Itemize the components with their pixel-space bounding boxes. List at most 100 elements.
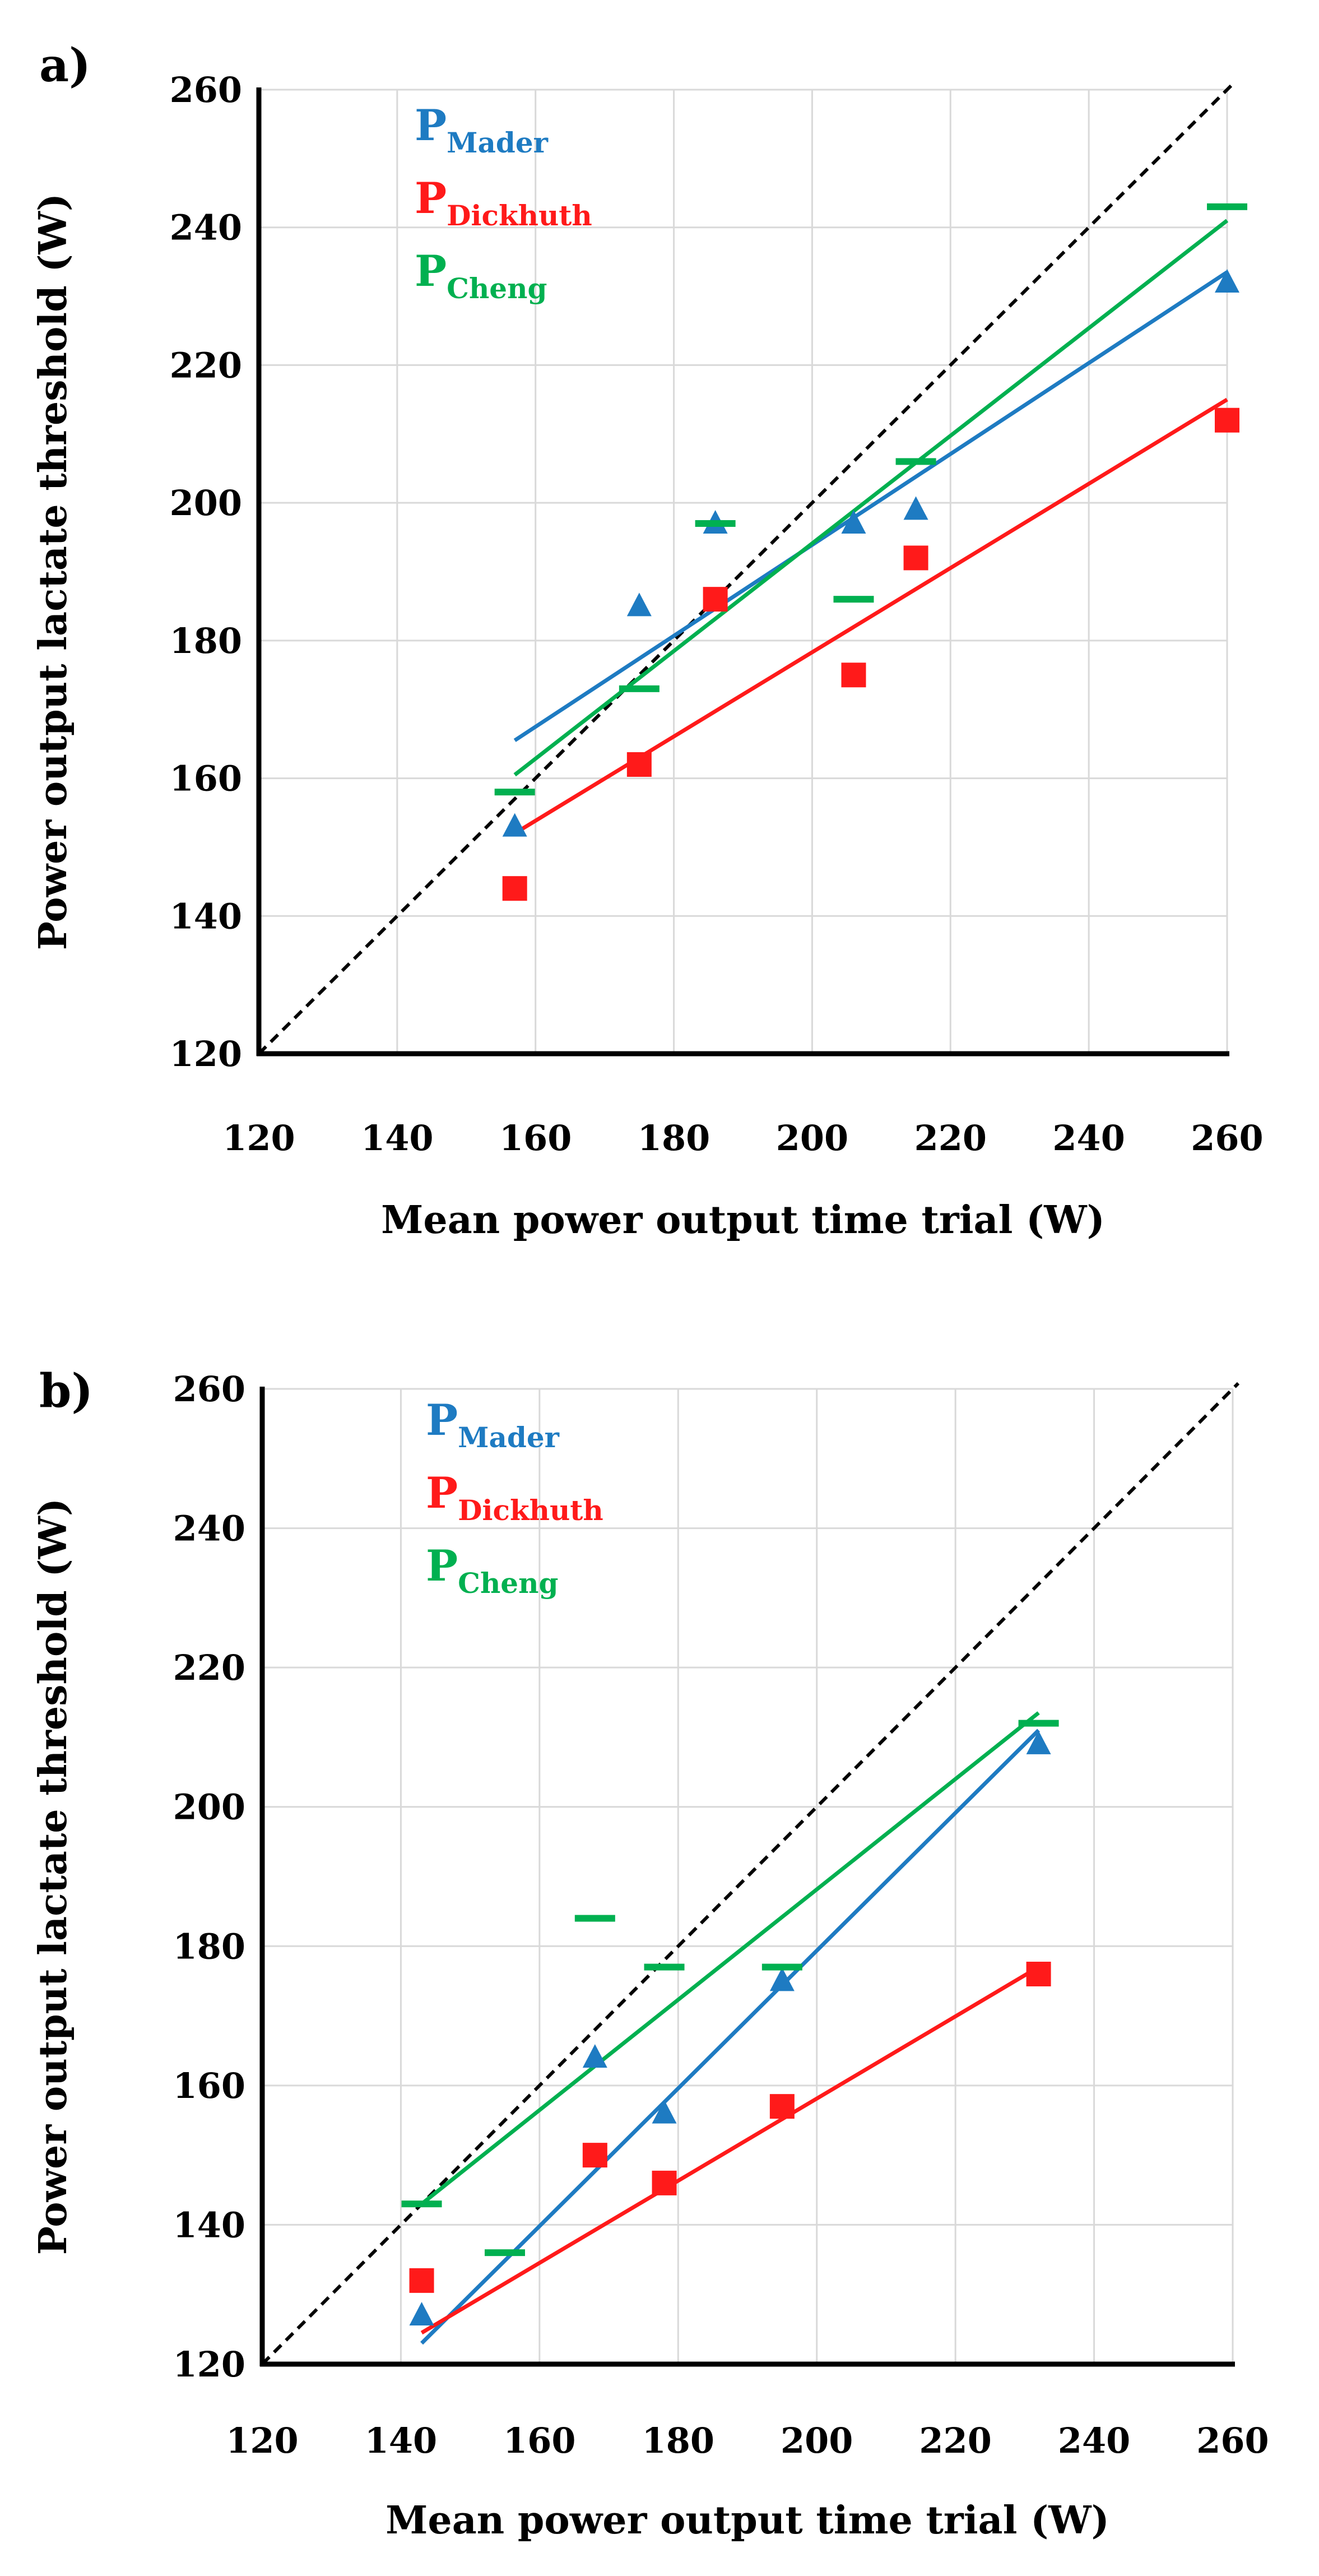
x-tick-label: 180 [642,2420,714,2461]
point-mader [502,813,527,837]
point-mader [769,1967,795,1991]
legend-symbol: P [415,100,447,150]
point-cheng [695,520,736,527]
point-dickhuth [1215,407,1239,433]
point-mader [409,2302,434,2325]
x-tick-label: 180 [638,1118,710,1159]
y-tick-label: 140 [173,2204,245,2245]
legend-entry-mader: PMader [426,1395,560,1454]
x-tick-label: 220 [914,1118,987,1159]
y-tick-label: 220 [173,1647,245,1688]
x-tick-label: 260 [1191,1118,1263,1159]
x-axis-title: Mean power output time trial (W) [386,2498,1109,2543]
y-tick-label: 220 [170,345,242,386]
point-cheng [401,2200,442,2208]
panel-label: b) [39,1364,93,1418]
point-cheng [895,458,936,465]
legend-entry-cheng: PCheng [426,1541,558,1600]
point-dickhuth [1026,1962,1051,1986]
y-tick-label: 160 [173,2065,245,2106]
point-cheng [574,1915,615,1922]
trendline-cheng [513,219,1229,777]
trendline-cheng [420,1711,1040,2206]
panel-a-chart: 120 140 160 180 200 220 240 260 120 140 160 180 200 2… [31,39,1264,1243]
y-tick-label: 160 [170,758,242,799]
trendline-mader [420,1729,1041,2345]
point-mader [582,2044,607,2068]
point-mader [841,510,866,534]
y-tick-label: 120 [173,2344,245,2385]
legend-entry-dickhuth: PDickhuth [415,173,592,232]
y-tick-label: 140 [170,896,242,937]
trendline-dickhuth [513,397,1228,835]
y-tick-label: 180 [173,1926,245,1967]
y-axis-title: Power output lactate threshold (W) [31,1498,76,2255]
legend-symbol: P [415,173,447,223]
x-tick-label: 260 [1196,2420,1269,2461]
x-tick-label: 200 [776,1118,848,1159]
y-tick-label: 180 [170,620,242,661]
legend-subscript: Cheng [458,1567,558,1600]
panel-label: a) [39,39,91,92]
legend-symbol: P [426,1468,458,1518]
x-tick-label: 120 [222,1118,295,1159]
point-mader [1215,269,1239,293]
x-tick-label: 220 [919,2420,991,2461]
y-tick-label: 260 [170,70,242,110]
point-dickhuth [703,587,728,612]
point-mader [903,496,928,520]
point-cheng [494,789,535,796]
point-cheng [833,596,874,603]
x-tick-label: 200 [781,2420,853,2461]
legend-subscript: Mader [458,1421,560,1454]
point-dickhuth [626,752,652,777]
point-dickhuth [769,2094,795,2119]
point-dickhuth [502,876,527,901]
point-dickhuth [582,2143,607,2168]
y-tick-label: 240 [173,1508,245,1549]
y-tick-label: 120 [170,1034,242,1074]
legend-subscript: Dickhuth [458,1494,603,1527]
legend-symbol: P [426,1541,458,1591]
x-tick-label: 140 [361,1118,433,1159]
legend-entry-cheng: PCheng [415,246,547,305]
x-axis-title: Mean power output time trial (W) [381,1198,1105,1243]
identity-line [261,1382,1240,2366]
point-cheng [485,2249,525,2257]
x-tick-label: 240 [1058,2420,1130,2461]
point-dickhuth [409,2268,434,2293]
point-dickhuth [841,662,866,688]
y-tick-label: 260 [173,1369,245,1410]
point-dickhuth [903,545,928,571]
x-tick-label: 160 [503,2420,575,2461]
y-tick-label: 200 [170,483,242,523]
legend-entry-dickhuth: PDickhuth [426,1468,603,1527]
point-mader [1026,1730,1051,1754]
legend-subscript: Mader [447,126,549,159]
identity-line [257,82,1234,1055]
panel-b-chart: 120 140 160 180 200 220 240 260 120 140 160 180 200 2… [31,1364,1269,2543]
x-tick-label: 160 [499,1118,572,1159]
point-cheng [619,685,660,692]
point-mader [626,592,652,617]
point-cheng [644,1963,685,1971]
trendline-mader [513,270,1228,742]
legend-symbol: P [426,1395,458,1445]
y-axis-title: Power output lactate threshold (W) [31,193,76,950]
x-tick-label: 140 [365,2420,437,2461]
legend-subscript: Cheng [447,272,547,305]
point-cheng [1018,1720,1059,1727]
legend-symbol: P [415,246,447,296]
x-tick-label: 120 [226,2420,298,2461]
x-tick-label: 240 [1052,1118,1125,1159]
trendline-dickhuth [420,1965,1040,2335]
y-tick-label: 200 [173,1787,245,1828]
point-mader [652,2100,677,2124]
legend-subscript: Dickhuth [447,199,592,232]
legend-entry-mader: PMader [415,100,549,159]
point-cheng [1207,203,1247,210]
y-tick-label: 240 [170,207,242,248]
point-cheng [761,1963,802,1971]
point-dickhuth [652,2170,677,2195]
